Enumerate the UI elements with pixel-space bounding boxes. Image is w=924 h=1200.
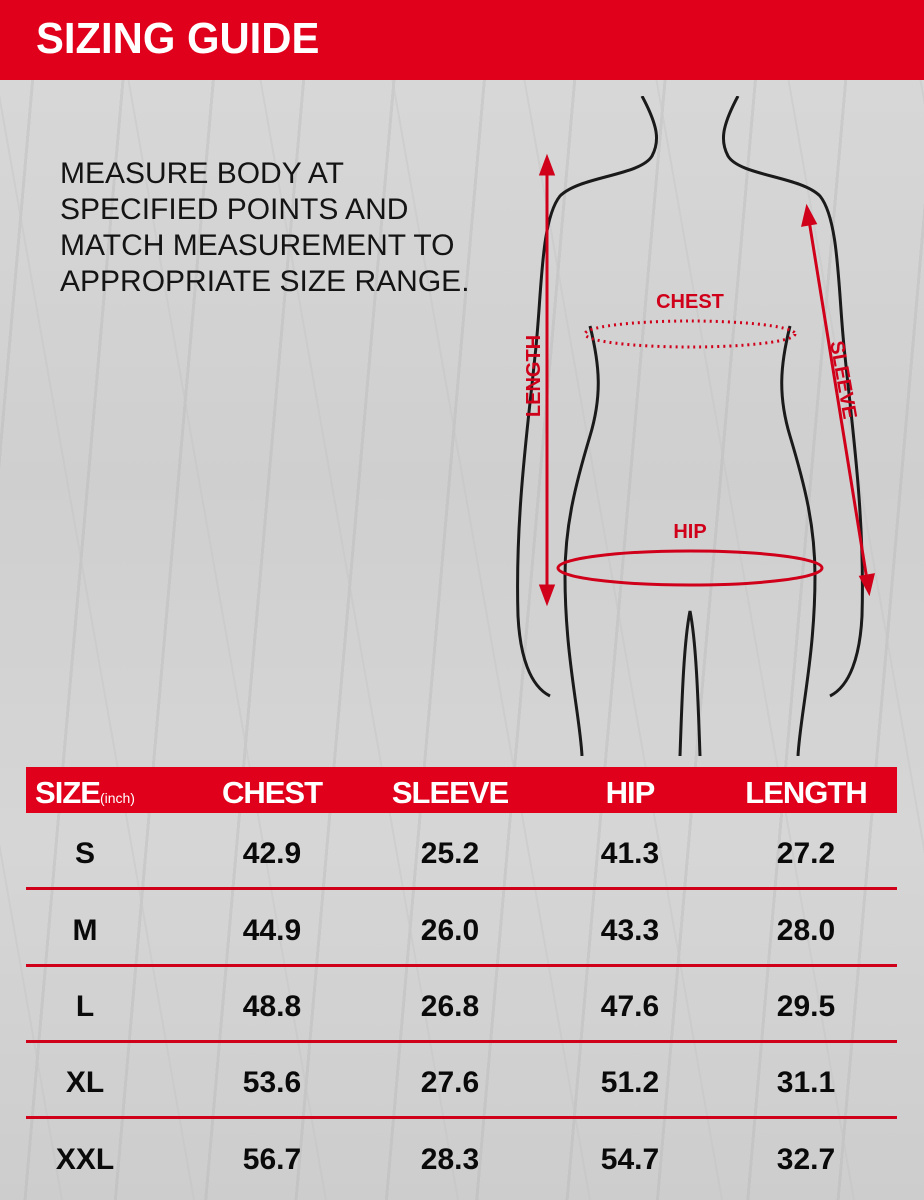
row-divider <box>26 1040 897 1043</box>
header-sleeve: SLEEVE <box>391 775 509 810</box>
cell-size: XL <box>65 1066 105 1099</box>
cell-sleeve: 25.2 <box>420 837 480 870</box>
cell-sleeve: 28.3 <box>420 1143 480 1176</box>
header-length: LENGTH <box>745 775 867 810</box>
table-header: SIZE(inch) CHEST SLEEVE HIP LENGTH <box>26 767 897 813</box>
row-divider <box>26 1116 897 1119</box>
instruction-line: MEASURE BODY AT <box>60 157 344 190</box>
header-bar: SIZING GUIDE <box>0 0 924 80</box>
body-diagram: CHEST HIP LENGTH SLEEVE <box>516 96 875 756</box>
row-divider <box>26 887 897 890</box>
cell-chest: 44.9 <box>242 914 302 947</box>
cell-size: L <box>75 990 95 1023</box>
header-size: SIZE(inch) <box>35 775 135 810</box>
hip-line <box>556 549 824 587</box>
chest-label: CHEST <box>656 291 724 313</box>
cell-size: XXL <box>55 1143 115 1176</box>
table-row: XL 53.6 27.6 51.2 31.1 <box>0 1044 924 1120</box>
body-outline <box>516 96 864 756</box>
instructions: MEASURE BODY AT SPECIFIED POINTS AND MAT… <box>60 156 500 300</box>
cell-hip: 47.6 <box>600 990 660 1023</box>
length-label: LENGTH <box>523 335 545 417</box>
table-row: L 48.8 26.8 47.6 29.5 <box>0 968 924 1044</box>
cell-hip: 54.7 <box>600 1143 660 1176</box>
cell-chest: 42.9 <box>242 837 302 870</box>
cell-hip: 51.2 <box>600 1066 660 1099</box>
instruction-line: APPROPRIATE SIZE RANGE. <box>60 265 470 298</box>
cell-length: 28.0 <box>776 914 836 947</box>
cell-chest: 53.6 <box>242 1066 302 1099</box>
cell-length: 31.1 <box>776 1066 836 1099</box>
table-row: M 44.9 26.0 43.3 28.0 <box>0 892 924 968</box>
cell-hip: 41.3 <box>600 837 660 870</box>
page-title: SIZING GUIDE <box>36 14 320 63</box>
cell-length: 29.5 <box>776 990 836 1023</box>
sleeve-label: SLEEVE <box>825 339 860 421</box>
unit-label: (inch) <box>99 790 135 806</box>
chest-line <box>583 319 797 349</box>
header-chest: CHEST <box>221 775 323 810</box>
cell-size: S <box>74 837 96 870</box>
cell-sleeve: 26.8 <box>420 990 480 1023</box>
cell-chest: 48.8 <box>242 990 302 1023</box>
cell-hip: 43.3 <box>600 914 660 947</box>
header-hip: HIP <box>605 775 656 810</box>
cell-chest: 56.7 <box>242 1143 302 1176</box>
cell-length: 32.7 <box>776 1143 836 1176</box>
cell-length: 27.2 <box>776 837 836 870</box>
table-row: XXL 56.7 28.3 54.7 32.7 <box>0 1121 924 1197</box>
instruction-line: SPECIFIED POINTS AND <box>60 193 409 226</box>
cell-sleeve: 27.6 <box>420 1066 480 1099</box>
cell-size: M <box>72 914 98 947</box>
hip-label: HIP <box>673 521 706 543</box>
table-row: S 42.9 25.2 41.3 27.2 <box>0 815 924 891</box>
sleeve-arrow <box>806 213 870 587</box>
row-divider <box>26 964 897 967</box>
instruction-line: MATCH MEASUREMENT TO <box>60 229 455 262</box>
cell-sleeve: 26.0 <box>420 914 480 947</box>
